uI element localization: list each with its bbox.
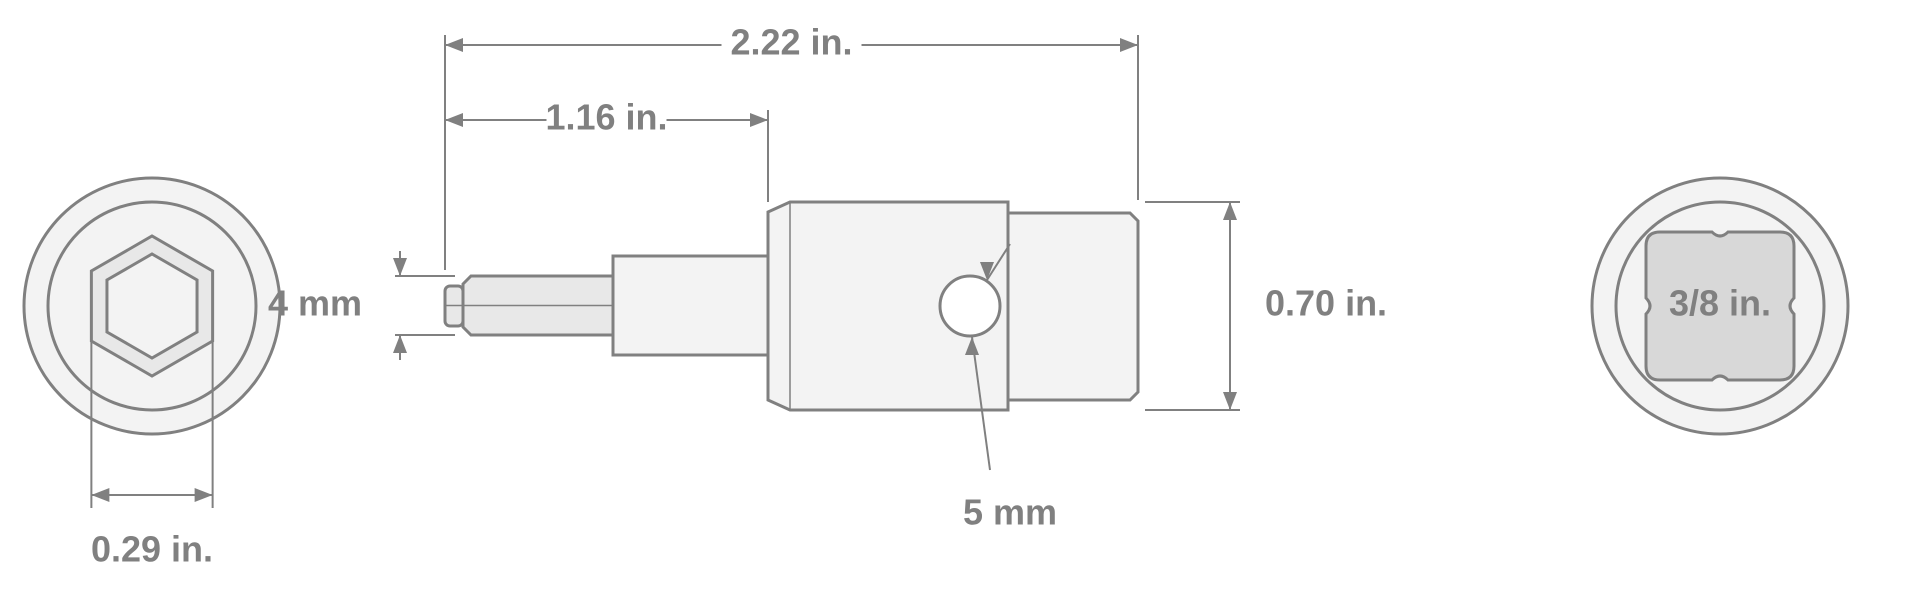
- technical-diagram: 0.29 in. 5 mm 2.22 in. 1.16 in. 4 mm 0.70 in.…: [0, 0, 1928, 607]
- front-hex-width-label: 0.29 in.: [91, 529, 213, 570]
- neck: [613, 256, 768, 355]
- ball-diameter-label: 5 mm: [963, 492, 1057, 533]
- body-height-label: 0.70 in.: [1265, 283, 1387, 324]
- total-length-label: 2.22 in.: [730, 22, 852, 63]
- detent-ball: [940, 276, 1000, 336]
- tip-height-label: 4 mm: [268, 283, 362, 324]
- drive-end: [1008, 213, 1138, 400]
- drive-size-label: 3/8 in.: [1669, 283, 1771, 324]
- bit-length-label: 1.16 in.: [545, 97, 667, 138]
